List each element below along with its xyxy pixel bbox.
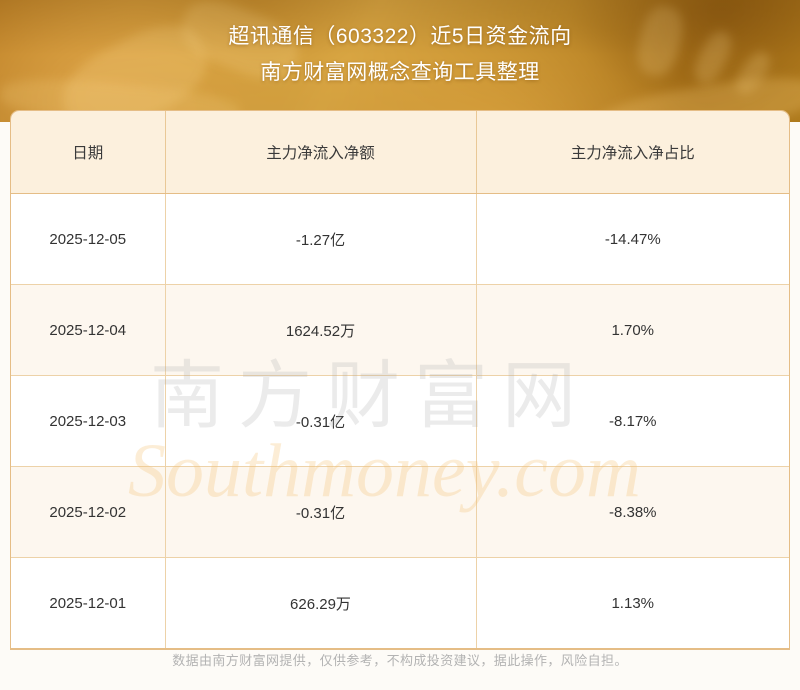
table-row: 2025-12-01 626.29万 1.13%: [11, 557, 789, 649]
cell-date: 2025-12-02: [11, 466, 166, 558]
header-banner: 超讯通信（603322）近5日资金流向 南方财富网概念查询工具整理: [0, 0, 800, 122]
page-subtitle: 南方财富网概念查询工具整理: [260, 61, 540, 84]
page-title: 超讯通信（603322）近5日资金流向: [228, 25, 572, 48]
table-row: 2025-12-03 -0.31亿 -8.17%: [11, 375, 789, 467]
table-row: 2025-12-05 -1.27亿 -14.47%: [11, 193, 789, 285]
cell-date: 2025-12-01: [11, 557, 166, 649]
column-header-net-ratio: 主力净流入净占比: [476, 111, 789, 194]
cell-net-amount: -1.27亿: [165, 193, 477, 285]
banner-text-block: 超讯通信（603322）近5日资金流向 南方财富网概念查询工具整理: [0, 0, 800, 110]
cell-net-amount: 1624.52万: [165, 284, 477, 376]
table-row: 2025-12-02 -0.31亿 -8.38%: [11, 466, 789, 558]
cell-net-amount: -0.31亿: [165, 375, 477, 467]
column-header-date: 日期: [11, 111, 166, 194]
cell-net-ratio: 1.13%: [476, 557, 789, 649]
cell-net-ratio: 1.70%: [476, 284, 789, 376]
cell-date: 2025-12-05: [11, 193, 166, 285]
column-header-net-amount: 主力净流入净额: [165, 111, 477, 194]
table-row: 2025-12-04 1624.52万 1.70%: [11, 284, 789, 376]
cell-date: 2025-12-03: [11, 375, 166, 467]
fund-flow-table-container: 日期 主力净流入净额 主力净流入净占比 2025-12-05 -1.27亿 -1…: [10, 110, 790, 650]
cell-net-ratio: -14.47%: [476, 193, 789, 285]
cell-date: 2025-12-04: [11, 284, 166, 376]
disclaimer-text: 数据由南方财富网提供，仅供参考，不构成投资建议，据此操作，风险自担。: [172, 653, 628, 668]
cell-net-amount: 626.29万: [165, 557, 477, 649]
cell-net-amount: -0.31亿: [165, 466, 477, 558]
banner-overlay: [0, 0, 800, 122]
banner-background-image: [0, 0, 800, 122]
cell-net-ratio: -8.17%: [476, 375, 789, 467]
table-header: 日期 主力净流入净额 主力净流入净占比: [11, 111, 789, 194]
cell-net-ratio: -8.38%: [476, 466, 789, 558]
table-header-row: 日期 主力净流入净额 主力净流入净占比: [11, 111, 789, 194]
table-body: 2025-12-05 -1.27亿 -14.47% 2025-12-04 162…: [11, 193, 789, 649]
fund-flow-table: 日期 主力净流入净额 主力净流入净占比 2025-12-05 -1.27亿 -1…: [11, 111, 789, 649]
